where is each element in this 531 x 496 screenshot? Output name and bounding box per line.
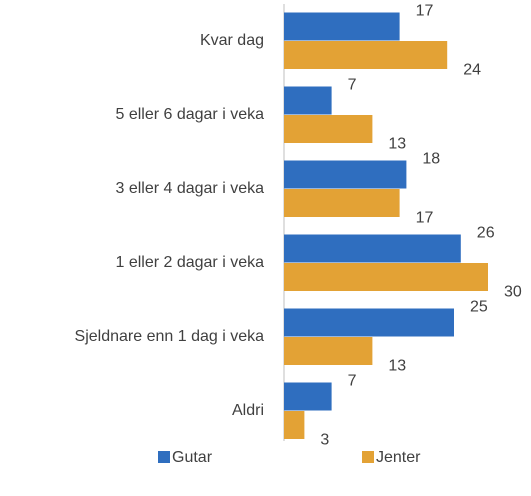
bar xyxy=(284,337,373,365)
category-label: 3 eller 4 dagar i veka xyxy=(115,180,264,197)
value-label: 7 xyxy=(348,373,357,390)
bar xyxy=(284,160,407,189)
bar xyxy=(284,234,461,263)
legend-label: Jenter xyxy=(376,449,421,466)
value-label: 17 xyxy=(416,3,434,20)
legend-swatch xyxy=(158,451,170,463)
category-label: 1 eller 2 dagar i veka xyxy=(115,254,264,271)
bar xyxy=(284,12,400,41)
value-label: 13 xyxy=(388,136,406,153)
bar xyxy=(284,308,454,337)
value-label: 13 xyxy=(388,358,406,375)
bar xyxy=(284,263,488,291)
value-label: 7 xyxy=(348,77,357,94)
legend-label: Gutar xyxy=(172,449,213,466)
bar xyxy=(284,411,305,439)
bar xyxy=(284,86,332,115)
bar xyxy=(284,41,448,69)
category-label: Kvar dag xyxy=(200,32,264,49)
category-label: Aldri xyxy=(232,402,264,419)
value-label: 25 xyxy=(470,299,488,316)
bar xyxy=(284,189,400,217)
value-label: 30 xyxy=(504,284,522,301)
category-label: 5 eller 6 dagar i veka xyxy=(115,106,264,123)
value-label: 18 xyxy=(422,151,440,168)
category-label: Sjeldnare enn 1 dag i veka xyxy=(75,328,265,345)
bar xyxy=(284,382,332,411)
value-label: 17 xyxy=(416,210,434,227)
legend-swatch xyxy=(362,451,374,463)
value-label: 26 xyxy=(477,225,495,242)
value-label: 3 xyxy=(320,432,329,449)
value-label: 24 xyxy=(463,62,481,79)
bar xyxy=(284,115,373,143)
